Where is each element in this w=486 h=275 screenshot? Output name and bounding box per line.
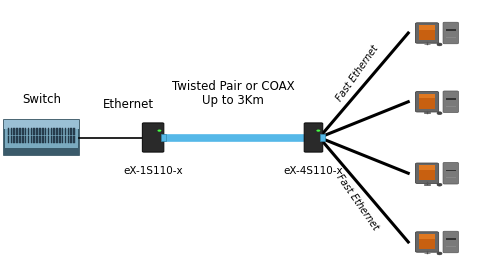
Ellipse shape <box>437 43 442 46</box>
FancyBboxPatch shape <box>446 246 456 247</box>
FancyBboxPatch shape <box>70 128 72 135</box>
Text: Switch: Switch <box>22 93 61 106</box>
FancyBboxPatch shape <box>424 112 431 113</box>
FancyBboxPatch shape <box>56 128 58 135</box>
FancyBboxPatch shape <box>28 136 29 142</box>
FancyBboxPatch shape <box>443 231 458 253</box>
FancyBboxPatch shape <box>424 43 431 45</box>
FancyBboxPatch shape <box>25 128 26 135</box>
FancyBboxPatch shape <box>4 120 79 129</box>
FancyBboxPatch shape <box>416 232 439 252</box>
FancyBboxPatch shape <box>443 91 458 112</box>
Text: Twisted Pair or COAX: Twisted Pair or COAX <box>172 81 295 94</box>
FancyBboxPatch shape <box>28 128 29 135</box>
FancyBboxPatch shape <box>161 134 166 141</box>
FancyBboxPatch shape <box>51 136 52 142</box>
FancyBboxPatch shape <box>51 128 52 135</box>
FancyBboxPatch shape <box>142 123 164 152</box>
FancyBboxPatch shape <box>19 136 21 142</box>
FancyBboxPatch shape <box>39 136 41 142</box>
FancyBboxPatch shape <box>62 128 64 135</box>
FancyBboxPatch shape <box>424 252 431 254</box>
FancyBboxPatch shape <box>34 128 35 135</box>
FancyBboxPatch shape <box>4 148 79 155</box>
FancyBboxPatch shape <box>19 128 21 135</box>
FancyBboxPatch shape <box>304 123 323 152</box>
FancyBboxPatch shape <box>419 165 435 170</box>
FancyBboxPatch shape <box>8 136 9 142</box>
FancyBboxPatch shape <box>446 37 456 38</box>
FancyBboxPatch shape <box>42 136 44 142</box>
FancyBboxPatch shape <box>34 136 35 142</box>
FancyBboxPatch shape <box>446 29 456 31</box>
FancyBboxPatch shape <box>419 94 435 98</box>
Ellipse shape <box>437 112 442 115</box>
FancyBboxPatch shape <box>4 120 79 155</box>
FancyBboxPatch shape <box>446 106 456 107</box>
FancyBboxPatch shape <box>42 128 44 135</box>
FancyBboxPatch shape <box>39 128 41 135</box>
Circle shape <box>316 130 320 132</box>
FancyBboxPatch shape <box>68 136 69 142</box>
FancyBboxPatch shape <box>446 170 456 171</box>
FancyBboxPatch shape <box>73 128 75 135</box>
FancyBboxPatch shape <box>416 92 439 112</box>
FancyBboxPatch shape <box>416 23 439 43</box>
FancyBboxPatch shape <box>68 128 69 135</box>
FancyBboxPatch shape <box>65 128 67 135</box>
FancyBboxPatch shape <box>45 136 46 142</box>
FancyBboxPatch shape <box>14 136 15 142</box>
FancyBboxPatch shape <box>70 136 72 142</box>
FancyBboxPatch shape <box>11 136 12 142</box>
FancyBboxPatch shape <box>48 128 49 135</box>
FancyBboxPatch shape <box>416 163 439 183</box>
FancyBboxPatch shape <box>446 98 456 100</box>
FancyBboxPatch shape <box>443 22 458 44</box>
FancyBboxPatch shape <box>22 128 23 135</box>
FancyBboxPatch shape <box>31 128 32 135</box>
FancyBboxPatch shape <box>65 136 67 142</box>
FancyBboxPatch shape <box>48 136 49 142</box>
FancyBboxPatch shape <box>45 128 46 135</box>
FancyBboxPatch shape <box>419 234 435 249</box>
Text: eX-1S110-x: eX-1S110-x <box>123 166 183 176</box>
Text: Fast Ethernet: Fast Ethernet <box>334 172 380 232</box>
FancyBboxPatch shape <box>11 128 12 135</box>
FancyBboxPatch shape <box>59 128 61 135</box>
FancyBboxPatch shape <box>320 134 325 141</box>
FancyBboxPatch shape <box>16 128 18 135</box>
FancyBboxPatch shape <box>419 165 435 180</box>
FancyBboxPatch shape <box>419 25 435 40</box>
Ellipse shape <box>437 183 442 186</box>
FancyBboxPatch shape <box>424 184 431 185</box>
FancyBboxPatch shape <box>36 136 38 142</box>
FancyBboxPatch shape <box>36 128 38 135</box>
FancyBboxPatch shape <box>446 177 456 178</box>
FancyBboxPatch shape <box>446 238 456 240</box>
Text: Fast Ethernet: Fast Ethernet <box>334 43 380 103</box>
FancyBboxPatch shape <box>25 136 26 142</box>
FancyBboxPatch shape <box>62 136 64 142</box>
Text: eX-4S110-x: eX-4S110-x <box>284 166 343 176</box>
FancyBboxPatch shape <box>53 136 55 142</box>
Ellipse shape <box>437 252 442 255</box>
FancyBboxPatch shape <box>8 128 9 135</box>
FancyBboxPatch shape <box>419 94 435 109</box>
FancyBboxPatch shape <box>443 163 458 184</box>
FancyBboxPatch shape <box>419 234 435 239</box>
FancyBboxPatch shape <box>53 128 55 135</box>
FancyBboxPatch shape <box>59 136 61 142</box>
Text: Up to 3Km: Up to 3Km <box>202 94 264 107</box>
FancyBboxPatch shape <box>22 136 23 142</box>
Circle shape <box>157 130 161 132</box>
FancyBboxPatch shape <box>56 136 58 142</box>
Text: Ethernet: Ethernet <box>103 98 155 111</box>
FancyBboxPatch shape <box>419 25 435 30</box>
FancyBboxPatch shape <box>31 136 32 142</box>
FancyBboxPatch shape <box>73 136 75 142</box>
FancyBboxPatch shape <box>14 128 15 135</box>
FancyBboxPatch shape <box>16 136 18 142</box>
